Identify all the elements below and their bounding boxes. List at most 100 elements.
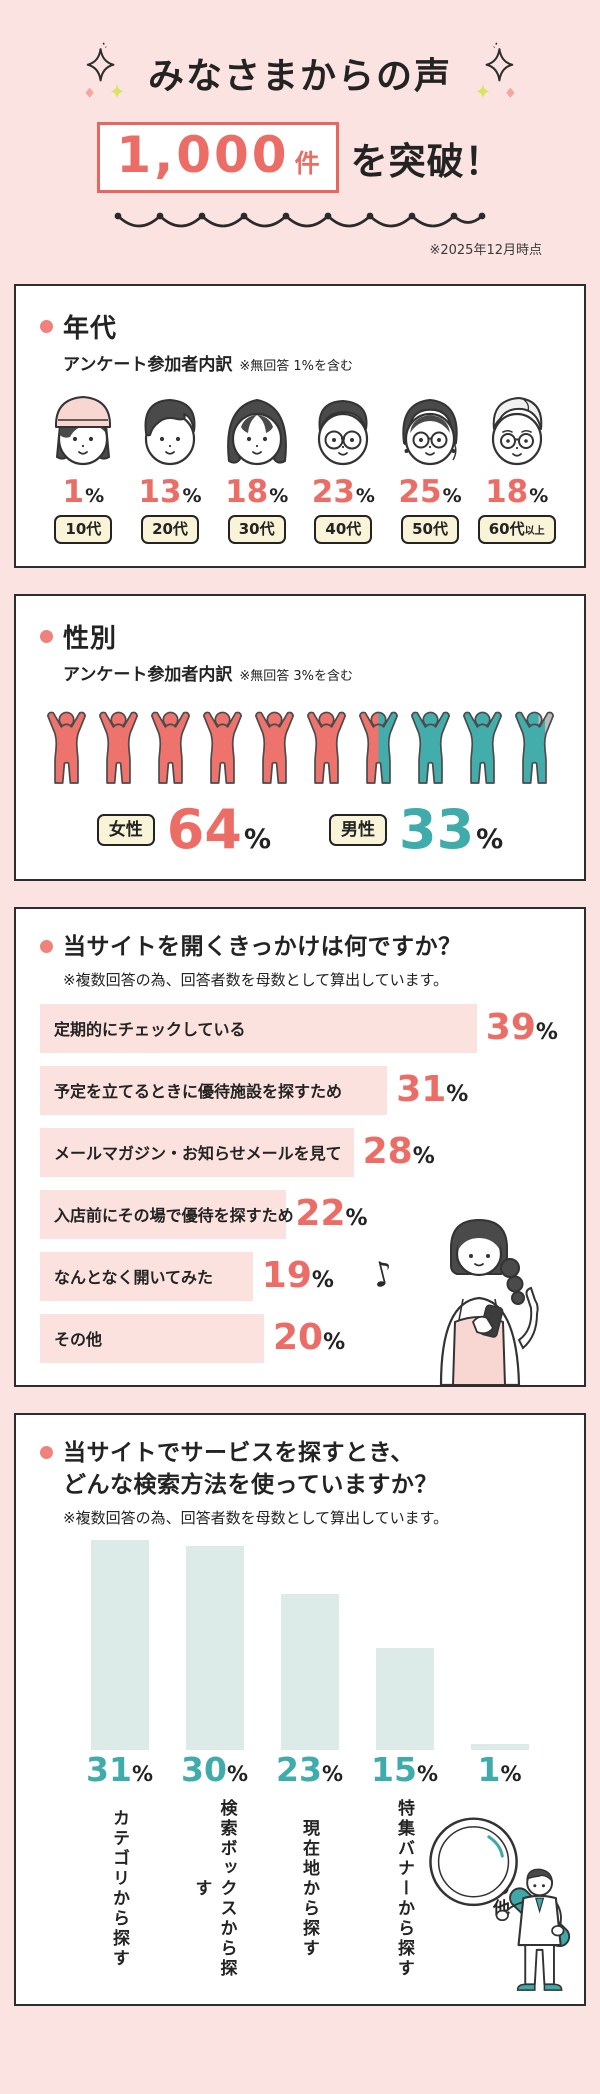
person-figure-female	[197, 707, 248, 791]
bar-value: 39%	[485, 1007, 558, 1049]
age-item: 1% 10代	[40, 389, 127, 544]
trigger-bar-chart: 定期的にチェックしている 39% 予定を立てるときに優待施設を探すため 31% …	[40, 1003, 560, 1363]
gender-section-title: 性別	[63, 623, 118, 654]
bar-row: 入店前にその場で優待を探すため 22%	[40, 1189, 560, 1239]
woman-phone-illustration: ♪	[368, 1218, 539, 1385]
magnifier-man-illustration	[429, 1817, 571, 1992]
age-item: 13% 20代	[127, 389, 214, 544]
bar-row: メールマガジン・お知らせメールを見て 28%	[40, 1127, 560, 1177]
bar: 定期的にチェックしている	[40, 1003, 477, 1053]
bar-value: 20%	[273, 1317, 346, 1359]
woman-glasses-icon	[402, 399, 458, 466]
bar-column: 15% 特集バナーから探す	[357, 1542, 452, 1982]
age-value: 13%	[138, 474, 202, 510]
age-value: 25%	[398, 474, 462, 510]
bar-row: 予定を立てるときに優待施設を探すため 31%	[40, 1065, 560, 1115]
count-value: 1,000	[116, 126, 290, 184]
age-label-badge: 60代以上	[477, 515, 556, 544]
person-figure-male	[405, 707, 456, 791]
bullet-icon	[40, 1445, 53, 1459]
wave-divider	[114, 212, 486, 228]
count-unit: 件	[294, 149, 320, 178]
bar	[470, 1743, 529, 1751]
age-item: 18% 60代以上	[473, 389, 560, 544]
bar-value: 31%	[396, 1069, 469, 1111]
bar	[280, 1593, 339, 1751]
bar-column: 30% 検索ボックスから探す	[167, 1542, 262, 1982]
bar-value: 19%	[261, 1255, 334, 1297]
search-section-title: 当サイトでサービスを探すとき、 どんな検索方法を使っていますか？	[63, 1439, 438, 1499]
bar	[90, 1539, 149, 1751]
bar-value: 31%	[86, 1750, 153, 1790]
young-man-icon	[144, 399, 196, 466]
bar-row: 定期的にチェックしている 39%	[40, 1003, 560, 1053]
person-figure-female	[41, 707, 92, 791]
search-section-note: ※複数回答の為、回答者数を母数として算出しています。	[63, 1509, 449, 1528]
person-figure-female	[249, 707, 300, 791]
gender-pictogram	[40, 707, 560, 791]
bar-value: 22%	[295, 1193, 368, 1235]
bar-column: 23% 現在地から探す	[262, 1542, 357, 1982]
age-section-subtitle: アンケート参加者内訳 ※無回答 1%を含む	[63, 355, 353, 375]
bar: その他	[40, 1313, 264, 1363]
female-value: 64%	[166, 797, 271, 861]
bar-value: 30%	[181, 1750, 248, 1790]
age-label-badge: 10代	[54, 515, 113, 544]
age-section-note: ※無回答 1%を含む	[239, 359, 353, 374]
age-label-badge: 40代	[314, 515, 373, 544]
sparkle-icon	[476, 42, 515, 99]
person-figure-split	[353, 707, 404, 791]
bar-label: 検索ボックスから探す	[191, 1799, 237, 1980]
date-note: ※2025年12月時点	[429, 243, 542, 258]
bar	[185, 1546, 244, 1751]
bar-label: カテゴリから探す	[109, 1809, 129, 1970]
female-label-badge: 女性	[96, 813, 155, 846]
man-glasses-icon	[318, 400, 369, 466]
bullet-icon	[40, 320, 53, 333]
age-item: 25% 50代	[387, 389, 474, 544]
age-value: 18%	[485, 474, 549, 510]
person-figure-female	[93, 707, 144, 791]
trigger-section-card: 当サイトを開くきっかけは何ですか？ ※複数回答の為、回答者数を母数として算出して…	[14, 906, 586, 1387]
bar-value: 28%	[362, 1131, 435, 1173]
bar: なんとなく開いてみた	[40, 1251, 253, 1301]
sparkle-icon	[85, 42, 124, 99]
age-value: 1%	[62, 474, 105, 510]
gender-section-note: ※無回答 3%を含む	[239, 668, 353, 684]
bar-label: 現在地から探す	[299, 1819, 319, 1960]
gender-section-head: 性別	[40, 618, 560, 655]
bar-value: 15%	[371, 1750, 438, 1790]
age-section-title: 年代	[63, 314, 118, 344]
gender-section-subtitle: アンケート参加者内訳 ※無回答 3%を含む	[63, 664, 353, 685]
bar	[375, 1648, 434, 1751]
search-section-head: 当サイトでサービスを探すとき、 どんな検索方法を使っていますか？	[40, 1437, 560, 1501]
male-label-badge: 男性	[329, 813, 387, 846]
age-value: 18%	[225, 474, 289, 510]
hero-title-row: みなさまからの声	[0, 40, 600, 106]
trigger-section-note: ※複数回答の為、回答者数を母数として算出しています。	[63, 970, 449, 989]
age-section-card: 年代 アンケート参加者内訳 ※無回答 1%を含む 1% 10代	[14, 284, 586, 568]
age-item: 18% 30代	[213, 389, 300, 544]
person-figure-male	[457, 707, 508, 791]
female-result: 女性 64%	[96, 797, 271, 861]
bar: 入店前にその場で優待を探すため	[40, 1189, 294, 1239]
search-section-card: 当サイトでサービスを探すとき、 どんな検索方法を使っていますか？ ※複数回答の為…	[14, 1412, 586, 2007]
bar-label: 特集バナーから探す	[394, 1799, 414, 1980]
person-figure-male-gray	[509, 707, 560, 791]
page-title: みなさまからの声	[147, 56, 452, 97]
trigger-section-head: 当サイトを開くきっかけは何ですか？	[40, 931, 560, 963]
age-item: 23% 40代	[300, 389, 387, 544]
woman-icon	[226, 399, 287, 466]
milestone-row: 1,000 件 を突破！	[0, 122, 600, 193]
male-value: 33%	[399, 797, 504, 861]
bar-column: 31% カテゴリから探す	[72, 1539, 167, 1982]
person-figure-female	[301, 707, 352, 791]
senior-man-icon	[491, 397, 542, 466]
bullet-icon	[40, 940, 53, 954]
person-figure-female	[145, 707, 196, 791]
bar: メールマガジン・お知らせメールを見て	[40, 1127, 354, 1177]
gender-values-row: 女性 64% 男性 33%	[40, 797, 560, 861]
bar-row: なんとなく開いてみた 19%	[40, 1251, 560, 1301]
age-value: 23%	[311, 474, 375, 510]
